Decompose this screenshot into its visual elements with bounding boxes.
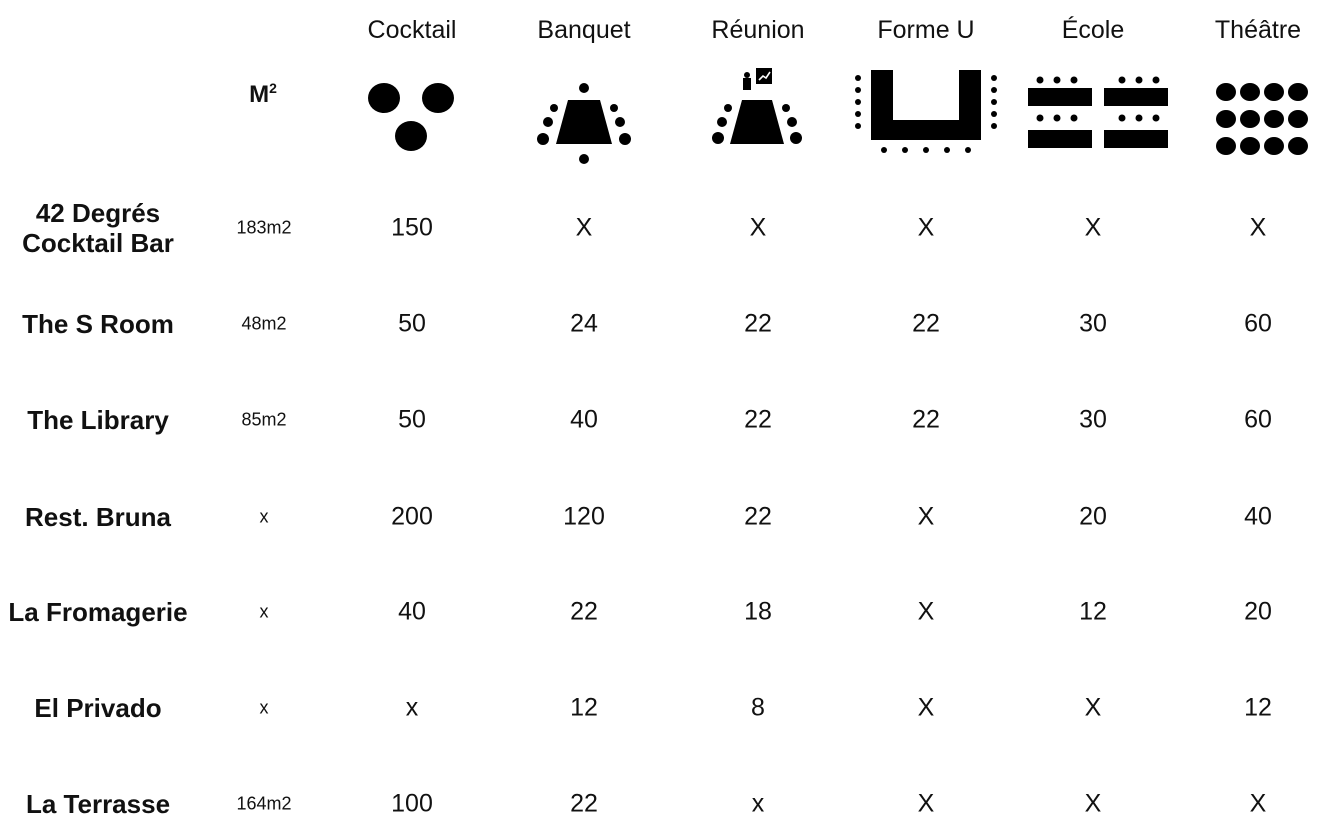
capacity-banquet: X [575, 213, 593, 242]
capacity-reunion: x [751, 789, 765, 818]
capacity-cocktail: 50 [398, 405, 426, 434]
capacity-forme-u: X [917, 502, 935, 531]
capacity-cocktail: 200 [391, 502, 433, 531]
capacity-theatre: X [1249, 789, 1267, 818]
area-column-header: M2 [249, 80, 277, 108]
column-header-theatre: Théâtre [1214, 15, 1302, 44]
capacity-cocktail: x [405, 693, 419, 722]
capacity-ecole: X [1084, 213, 1102, 242]
capacity-theatre: 40 [1244, 502, 1272, 531]
room-area: 164m2 [236, 793, 292, 814]
capacity-cocktail: 50 [398, 309, 426, 338]
capacity-reunion: X [749, 213, 767, 242]
capacity-theatre: 60 [1244, 405, 1272, 434]
u-shape-layout-icon [855, 70, 997, 153]
room-name-la-fromagerie: La Fromagerie [8, 597, 188, 627]
room-name-la-terrasse: La Terrasse [25, 789, 171, 819]
column-header-forme-u: Forme U [877, 15, 975, 44]
capacity-forme-u: X [917, 693, 935, 722]
room-area: 85m2 [241, 409, 287, 430]
capacity-banquet: 40 [570, 405, 598, 434]
capacity-banquet: 22 [570, 789, 598, 818]
capacity-reunion: 22 [744, 405, 772, 434]
capacity-theatre: 12 [1244, 693, 1272, 722]
capacity-cocktail: 100 [391, 789, 433, 818]
room-area: x [259, 601, 269, 622]
column-header-reunion: Réunion [711, 15, 805, 44]
capacity-cocktail: 40 [398, 597, 426, 626]
room-area: x [259, 697, 269, 718]
column-header-banquet: Banquet [537, 15, 631, 44]
capacity-ecole: 30 [1079, 309, 1107, 338]
room-name-42-degres: 42 Degrés Cocktail Bar [22, 198, 174, 258]
capacity-ecole: 12 [1079, 597, 1107, 626]
capacity-ecole: 30 [1079, 405, 1107, 434]
theatre-layout-icon [1216, 83, 1308, 155]
capacity-ecole: X [1084, 789, 1102, 818]
capacity-banquet: 24 [570, 309, 598, 338]
capacity-cocktail: 150 [391, 213, 433, 242]
capacity-forme-u: X [917, 597, 935, 626]
meeting-layout-icon [712, 68, 802, 144]
room-name-the-library: The Library [27, 405, 169, 435]
cocktail-layout-icon [368, 83, 454, 151]
capacity-banquet: 22 [570, 597, 598, 626]
capacity-ecole: 20 [1079, 502, 1107, 531]
capacity-banquet: 12 [570, 693, 598, 722]
capacity-ecole: X [1084, 693, 1102, 722]
capacity-theatre: 60 [1244, 309, 1272, 338]
room-name-the-s-room: The S Room [22, 309, 174, 339]
room-area: 183m2 [236, 217, 292, 238]
capacity-reunion: 22 [744, 502, 772, 531]
capacity-reunion: 22 [744, 309, 772, 338]
capacity-forme-u: 22 [912, 309, 940, 338]
capacity-forme-u: X [917, 789, 935, 818]
capacity-forme-u: 22 [912, 405, 940, 434]
room-name-el-privado: El Privado [34, 693, 162, 723]
room-area: x [259, 506, 269, 527]
capacity-forme-u: X [917, 213, 935, 242]
room-area: 48m2 [241, 313, 287, 334]
capacity-theatre: 20 [1244, 597, 1272, 626]
banquet-layout-icon [537, 83, 631, 164]
classroom-layout-icon [1028, 76, 1168, 148]
column-header-ecole: École [1061, 15, 1125, 44]
capacity-theatre: X [1249, 213, 1267, 242]
capacity-reunion: 18 [744, 597, 772, 626]
room-name-rest-bruna: Rest. Bruna [25, 502, 171, 532]
column-header-cocktail: Cocktail [367, 15, 457, 44]
capacity-banquet: 120 [563, 502, 605, 531]
capacity-reunion: 8 [751, 693, 765, 722]
